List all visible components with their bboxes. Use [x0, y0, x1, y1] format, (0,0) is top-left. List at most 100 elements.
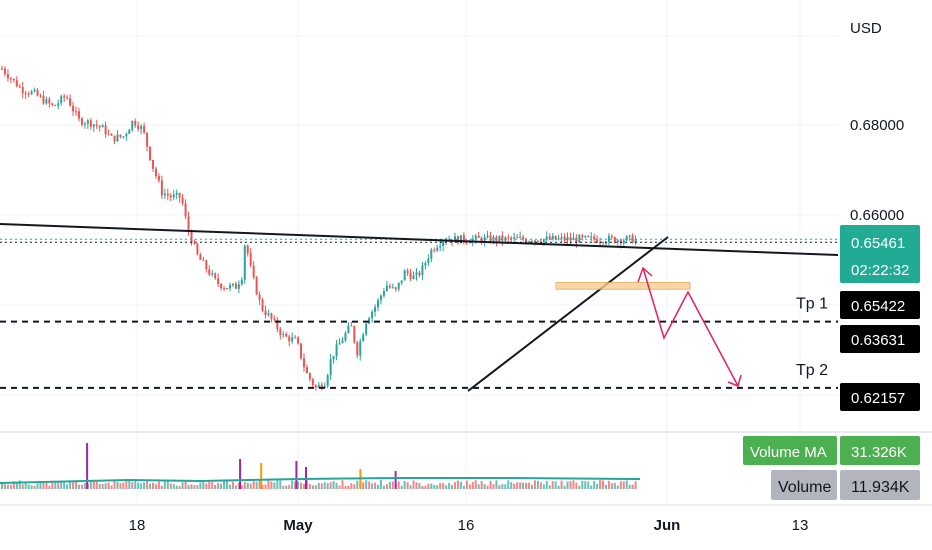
- volume-bar: [30, 485, 33, 489]
- volume-bar: [302, 484, 305, 489]
- candle-body: [18, 86, 21, 88]
- projection-arrow-down: [727, 374, 742, 388]
- volume-bar: [154, 484, 157, 489]
- volume-bar: [388, 482, 391, 489]
- candle-body: [578, 235, 581, 243]
- candle-body: [264, 310, 267, 316]
- volume-bar: [619, 481, 622, 489]
- volume-bar: [445, 485, 448, 489]
- volume-bar: [12, 481, 15, 489]
- candle-body: [377, 300, 380, 308]
- volume-bar: [223, 481, 226, 489]
- candle-body: [1, 68, 3, 70]
- volume-bar: [545, 481, 548, 489]
- candle-body: [602, 242, 605, 244]
- volume-bar: [57, 480, 60, 489]
- candle-body: [468, 242, 471, 244]
- volume-bar: [294, 481, 297, 489]
- candle-body: [563, 236, 566, 241]
- candle-body: [255, 277, 258, 295]
- volume-bar: [181, 482, 184, 489]
- volume-bar: [184, 481, 187, 489]
- volume-bar: [599, 480, 602, 489]
- candle-body: [288, 336, 291, 342]
- volume-spike: [394, 471, 397, 489]
- candle-body: [320, 384, 323, 388]
- volume-bar: [525, 482, 528, 489]
- time-axis[interactable]: 18 May 16 Jun 13: [129, 517, 809, 534]
- volume-bar: [208, 480, 211, 489]
- volume-bar: [486, 485, 489, 489]
- volume-bar: [421, 485, 424, 489]
- tp1-price-value: 0.63631: [851, 332, 905, 349]
- candle-body: [279, 329, 282, 335]
- candle-body: [462, 235, 465, 242]
- candle-body: [205, 260, 208, 270]
- candle-body: [403, 270, 406, 281]
- candle-body: [246, 245, 249, 254]
- candle-body: [95, 124, 98, 126]
- volume-bar: [430, 483, 433, 489]
- volume-bar: [495, 480, 498, 489]
- candle-body: [607, 236, 610, 243]
- candle-body: [128, 129, 131, 134]
- candle-body: [181, 197, 184, 204]
- candle-body: [356, 342, 359, 356]
- candle-body: [163, 193, 166, 196]
- volume-bar: [379, 480, 382, 489]
- candle-body: [220, 283, 223, 289]
- volume-bar: [350, 483, 353, 489]
- volume-bar: [631, 484, 634, 489]
- volume-bar: [317, 482, 320, 489]
- candle-body: [332, 356, 335, 360]
- volume-bar: [436, 485, 439, 489]
- candle-body: [36, 89, 39, 96]
- candle-body: [492, 236, 495, 242]
- tp1-label: Tp 1: [796, 296, 828, 313]
- volume-bar: [231, 481, 234, 489]
- volume-bar: [456, 480, 459, 489]
- volume-bar: [513, 483, 516, 489]
- volume-bar: [604, 484, 607, 489]
- volume-bar: [160, 485, 163, 489]
- volume-bar: [149, 483, 152, 489]
- volume-bar: [320, 483, 323, 489]
- candle-body: [625, 236, 628, 241]
- volume-bar: [92, 480, 95, 489]
- volume-bar: [519, 482, 522, 489]
- volume-bar: [406, 482, 409, 489]
- volume-bar: [462, 485, 465, 489]
- volume-bar: [628, 484, 631, 489]
- candle-body: [217, 278, 220, 284]
- volume-bar: [451, 484, 454, 489]
- candle-body: [223, 288, 226, 290]
- candle-body: [172, 194, 175, 198]
- candle-body: [30, 91, 33, 95]
- volume-pane: [0, 443, 641, 489]
- volume-bar: [214, 484, 217, 489]
- volume-bar: [45, 480, 48, 489]
- volume-bar: [365, 480, 368, 489]
- volume-bar: [151, 482, 154, 489]
- candle-body: [341, 340, 344, 344]
- candle-body: [528, 241, 531, 243]
- volume-bar: [415, 482, 418, 489]
- candle-body: [273, 318, 276, 320]
- volume-bar: [199, 482, 202, 489]
- candle-body: [388, 285, 391, 288]
- volume-bar: [9, 484, 12, 489]
- candle-body: [557, 238, 560, 240]
- volume-bar: [27, 484, 30, 489]
- volume-bar: [465, 480, 468, 489]
- volume-value-tag: [840, 470, 920, 500]
- candle-body: [501, 235, 504, 241]
- neckline-trendline: [0, 223, 839, 256]
- candle-body: [184, 203, 187, 217]
- price-axis[interactable]: USD 0.68000 0.66000: [850, 20, 904, 224]
- candle-body: [593, 236, 596, 240]
- candle-body: [572, 237, 575, 241]
- volume-bar: [279, 480, 282, 489]
- candle-body: [421, 265, 424, 276]
- volume-bar: [116, 481, 119, 489]
